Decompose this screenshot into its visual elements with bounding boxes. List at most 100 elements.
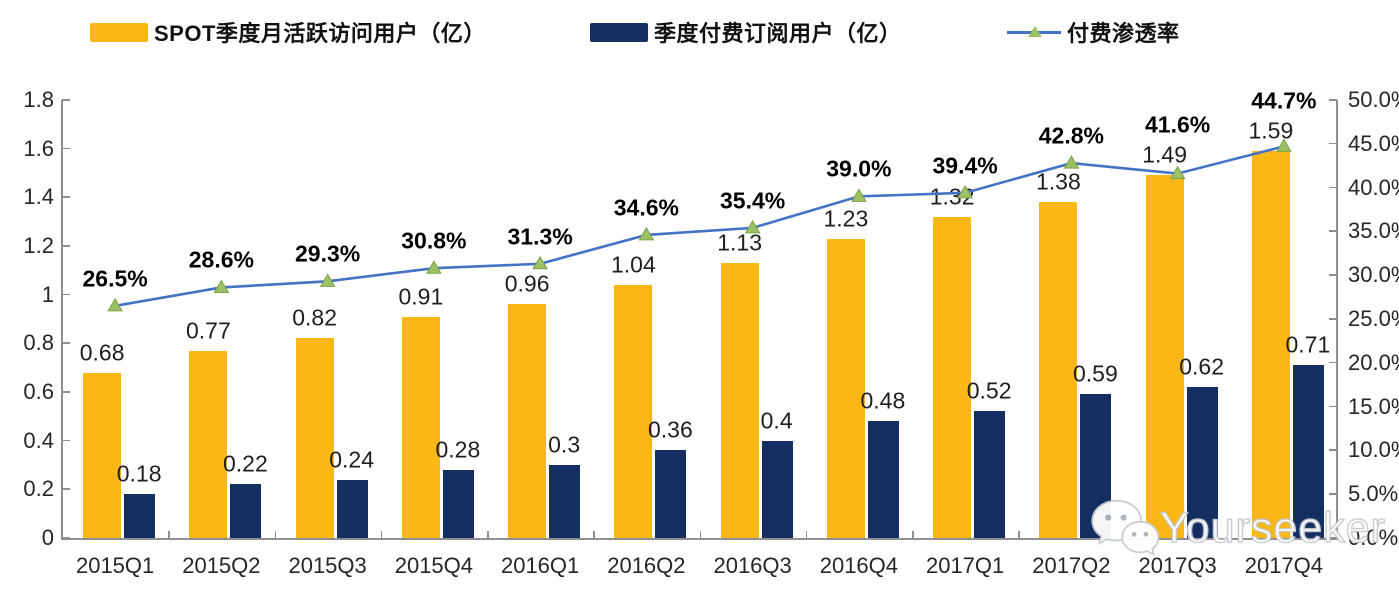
- bar-mau: [933, 216, 972, 538]
- y-axis-tick-label-right: 50.0%: [1348, 87, 1399, 112]
- x-axis-tick: [168, 531, 170, 538]
- y-axis-tick-label-right: 25.0%: [1348, 306, 1399, 331]
- y-axis-tick-label-left: 1.6: [23, 135, 54, 161]
- bar-label-subscribers: 0.52: [966, 377, 1012, 404]
- bar-mau: [401, 316, 440, 538]
- y-axis-tick-left: [62, 391, 70, 393]
- legend-label-mau: SPOT季度月活跃访问用户（亿）: [154, 21, 486, 46]
- bar-label-mau: 1.32: [929, 183, 975, 210]
- penetration-label: 26.5%: [82, 265, 148, 292]
- bar-label-mau: 1.59: [1248, 117, 1294, 144]
- bar-mau: [83, 372, 122, 538]
- y-axis-tick-label-right: 45.0%: [1348, 130, 1399, 156]
- bar-label-subscribers: 0.22: [222, 450, 268, 477]
- bar-subscribers: [336, 479, 368, 538]
- y-axis-tick-right: [1329, 449, 1337, 451]
- y-axis-tick-right: [1329, 493, 1337, 495]
- penetration-label: 35.4%: [720, 187, 786, 214]
- line-marker: [851, 188, 867, 202]
- bar-label-subscribers: 0.48: [860, 387, 906, 414]
- bar-mau: [826, 238, 865, 538]
- bar-subscribers: [549, 465, 581, 538]
- line-marker: [532, 255, 548, 270]
- legend-label-penetration: 付费渗透率: [1067, 21, 1180, 46]
- y-axis-tick-right: [1329, 99, 1337, 101]
- bar-label-subscribers: 0.59: [1072, 360, 1118, 387]
- x-axis-tick: [912, 531, 914, 538]
- y-axis-tick-right: [1329, 142, 1337, 145]
- bar-label-mau: 0.82: [292, 304, 338, 331]
- y-axis-line-left: [61, 100, 63, 540]
- bar-label-mau: 1.49: [1142, 141, 1188, 168]
- legend-line-sample: [1007, 22, 1061, 42]
- bar-label-subscribers: 0.62: [1179, 353, 1225, 380]
- y-axis-tick-left: [62, 439, 70, 442]
- line-marker: [319, 273, 336, 287]
- bar-mau: [614, 284, 653, 538]
- bar-label-mau: 0.68: [79, 339, 125, 366]
- y-axis-tick-label-left: 0: [41, 525, 54, 550]
- legend-item-penetration: 付费渗透率: [1007, 19, 1180, 46]
- legend-swatch-subscribers: [590, 22, 648, 42]
- x-axis-label: 2015Q3: [288, 553, 367, 578]
- bar-label-mau: 0.96: [504, 270, 550, 297]
- bar-subscribers: [1292, 365, 1324, 538]
- y-axis-tick-right: [1329, 318, 1337, 320]
- y-axis-tick-label-left: 1.8: [23, 87, 54, 112]
- penetration-label: 29.3%: [295, 240, 361, 267]
- x-axis-label: 2016Q3: [713, 553, 792, 578]
- x-axis-label: 2016Q1: [500, 553, 580, 578]
- y-axis-tick-label-left: 0.4: [23, 427, 54, 453]
- y-axis-tick-left: [62, 293, 70, 296]
- x-axis-tick: [487, 531, 489, 538]
- legend-item-mau: SPOT季度月活跃访问用户（亿）: [90, 19, 486, 46]
- y-axis-tick-left: [62, 99, 70, 101]
- y-axis-tick-label-left: 0.2: [23, 476, 54, 502]
- penetration-label: 30.8%: [401, 227, 467, 254]
- x-axis-tick: [274, 531, 277, 538]
- y-axis-tick-label-right: 10.0%: [1348, 437, 1399, 463]
- x-axis-label: 2015Q4: [394, 553, 474, 578]
- y-axis-tick-label-right: 5.0%: [1348, 481, 1399, 507]
- y-axis-tick-label-right: 30.0%: [1348, 262, 1399, 288]
- y-axis-tick-left: [62, 245, 70, 247]
- y-axis-tick-label-left: 1.2: [23, 233, 54, 258]
- y-axis-line-right: [1336, 100, 1338, 540]
- y-axis-tick-right: [1329, 186, 1337, 189]
- x-axis-label: 2017Q4: [1244, 553, 1324, 578]
- y-axis-tick-label-right: 40.0%: [1348, 174, 1399, 200]
- bar-subscribers: [1186, 387, 1218, 538]
- penetration-label: 44.7%: [1251, 87, 1317, 114]
- y-axis-tick-left: [62, 537, 70, 539]
- bar-subscribers: [442, 469, 474, 538]
- y-axis-tick-left: [62, 147, 70, 150]
- y-axis-tick-label-right: 35.0%: [1348, 218, 1399, 244]
- penetration-label: 28.6%: [188, 246, 254, 273]
- bar-subscribers: [655, 450, 687, 538]
- bar-label-subscribers: 0.4: [760, 407, 793, 434]
- y-axis-tick-label-left: 0.8: [23, 330, 54, 356]
- x-axis-tick: [699, 531, 702, 538]
- y-axis-tick-right: [1329, 405, 1337, 408]
- penetration-label: 39.4%: [932, 152, 998, 179]
- wechat-icon: [1091, 499, 1160, 557]
- bar-mau: [1145, 175, 1184, 538]
- x-axis-line: [61, 538, 1338, 540]
- y-axis-tick-label-right: 15.0%: [1348, 393, 1399, 419]
- penetration-label: 39.0%: [826, 155, 892, 182]
- bar-label-mau: 0.77: [185, 317, 231, 344]
- bar-mau: [1251, 151, 1290, 538]
- penetration-label: 31.3%: [507, 223, 573, 250]
- bar-mau: [295, 338, 334, 538]
- bar-mau: [189, 350, 228, 538]
- line-marker: [107, 297, 123, 312]
- x-axis-label: 2016Q4: [819, 553, 899, 578]
- x-axis-label: 2015Q2: [182, 553, 261, 578]
- x-axis-label: 2017Q2: [1032, 553, 1111, 578]
- bar-subscribers: [761, 440, 793, 538]
- y-axis-tick-label-right: 0.0%: [1348, 525, 1399, 550]
- x-axis-tick: [1230, 531, 1233, 538]
- bar-mau: [1039, 202, 1078, 538]
- x-axis-label: 2017Q1: [925, 553, 1005, 578]
